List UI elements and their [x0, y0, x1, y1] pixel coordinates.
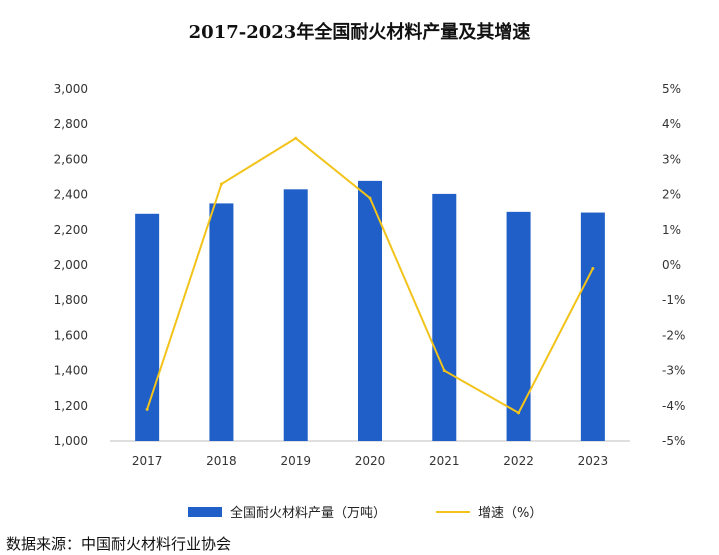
- chart-frame: 2017-2023年全国耐火材料产量及其增速 3,000 2,800 2,600 2,…: [0, 22, 719, 522]
- y-left-tick-label: 1,400: [54, 364, 88, 378]
- growth-point-2021: [442, 369, 446, 373]
- legend-item-growth: 增速（%）: [436, 502, 542, 521]
- y-right-tick-label: 4%: [662, 117, 681, 131]
- y-right-tick-label: -3%: [662, 364, 685, 378]
- y-right-tick-label: -5%: [662, 434, 685, 448]
- y-left-tick-label: 2,800: [54, 117, 88, 131]
- y-left-tick-label: 2,600: [54, 152, 88, 166]
- chart-title: 2017-2023年全国耐火材料产量及其增速: [188, 22, 531, 43]
- y-left-tick-label: 1,800: [54, 293, 88, 307]
- y-right-tick-label: -4%: [662, 399, 685, 413]
- y-left-tick-label: 1,200: [54, 399, 88, 413]
- y-right-tick-label: 0%: [662, 258, 681, 272]
- y-right-tick-label: 1%: [662, 223, 681, 237]
- bar-2020: [358, 180, 382, 441]
- legend-label-growth: 增速（%）: [478, 506, 543, 521]
- y-left-tick-label: 1,600: [54, 328, 88, 342]
- bar-2018: [209, 203, 234, 441]
- y-right-tick-label: -2%: [662, 328, 685, 342]
- legend-item-production: 全国耐火材料产量（万吨）: [188, 502, 386, 521]
- growth-point-2022: [517, 411, 521, 415]
- growth-point-2017: [145, 407, 149, 411]
- y-left-tick-label: 3,000: [54, 82, 88, 96]
- legend-label-production: 全国耐火材料产量（万吨）: [230, 506, 387, 521]
- y-right-tick-label: 3%: [662, 152, 681, 166]
- x-tick-label: 2021: [429, 454, 460, 468]
- legend-swatch-line: [436, 510, 470, 513]
- x-tick-label: 2019: [280, 454, 311, 468]
- y-left-tick-label: 2,200: [54, 223, 88, 237]
- y-right-tick-label: 5%: [662, 82, 681, 96]
- y-right-tick-label: 2%: [662, 188, 681, 202]
- y-left-tick-label: 2,000: [54, 258, 88, 272]
- growth-point-2019: [294, 136, 298, 140]
- growth-point-2020: [368, 196, 372, 200]
- x-tick-label: 2023: [578, 454, 609, 468]
- chart-legend: 全国耐火材料产量（万吨） 增速（%）: [0, 502, 719, 522]
- bar-2017: [135, 213, 160, 441]
- bar-2021: [432, 193, 457, 441]
- x-tick-label: 2022: [503, 454, 534, 468]
- y-right-tick-label: -1%: [662, 293, 685, 307]
- y-left-tick-label: 2,400: [54, 188, 88, 202]
- bar-2022: [506, 211, 531, 441]
- bar-2019: [283, 189, 308, 441]
- y-left-tick-label: 1,000: [54, 434, 88, 448]
- chart-svg: 3,000 2,800 2,600 2,400 2,200 2,000 1,800 1,600…: [54, 82, 686, 468]
- growth-point-2023: [591, 267, 595, 271]
- data-source-note: 数据来源：中国耐火材料行业协会: [6, 535, 232, 553]
- x-tick-label: 2020: [355, 454, 386, 468]
- bar-2023: [580, 212, 605, 441]
- growth-point-2018: [219, 182, 223, 186]
- legend-swatch-bar: [188, 506, 222, 517]
- x-tick-label: 2017: [132, 454, 163, 468]
- x-tick-label: 2018: [206, 454, 237, 468]
